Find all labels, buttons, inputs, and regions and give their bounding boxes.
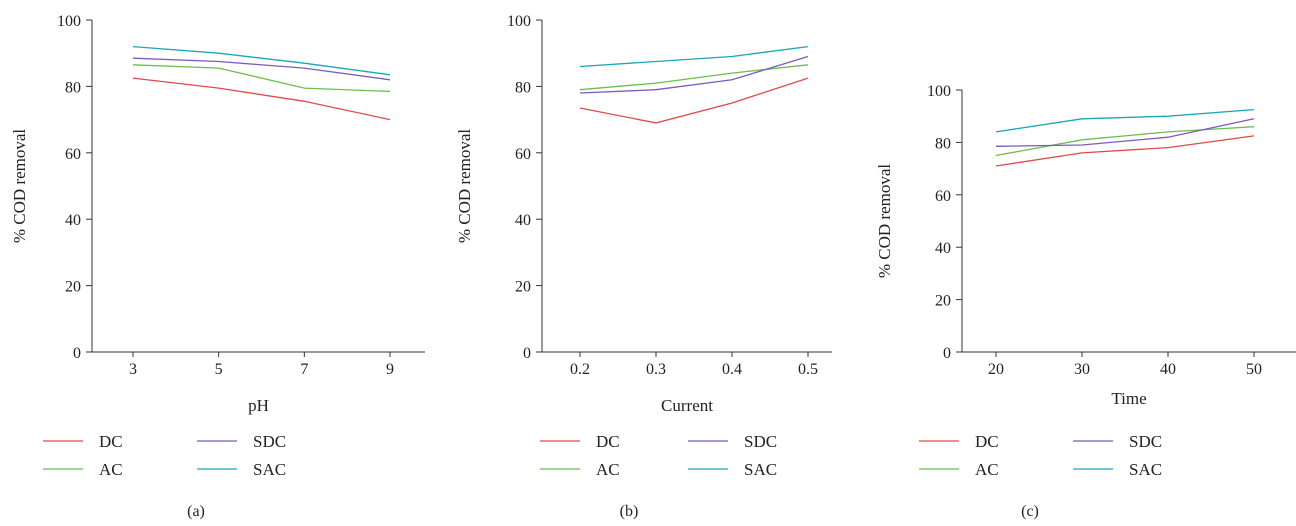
legend-label: AC (99, 460, 123, 479)
legend-label: SDC (744, 432, 777, 451)
legend-label: AC (596, 460, 620, 479)
series-line-dc (132, 77, 391, 121)
line-chart: 0 20 40 60 80 100 3 5 7 9 pH % COD removal DC AC SDC SA… (10, 13, 425, 520)
y-axis-label: % COD removal (10, 129, 29, 244)
legend-label: AC (975, 460, 999, 479)
legend-item-dc: DC (540, 432, 620, 451)
panel-caption: (a) (187, 503, 205, 520)
series-line-dc (995, 135, 1255, 167)
series-line-ac (132, 64, 391, 93)
legend-label: SDC (253, 432, 286, 451)
y-tick-label: 0 (523, 345, 531, 362)
x-tick-label: 30 (1074, 361, 1090, 378)
legend-item-sac: SAC (1073, 460, 1162, 479)
panel-caption: (c) (1021, 503, 1039, 520)
y-tick-label: 60 (935, 188, 951, 205)
y-tick-label: 100 (507, 13, 531, 30)
series-line-sac (132, 45, 391, 76)
legend-label: DC (99, 432, 123, 451)
y-tick-label: 80 (65, 79, 81, 96)
legend-label: SDC (1129, 432, 1162, 451)
series-line-ac (579, 64, 809, 91)
x-tick-label: 50 (1246, 361, 1262, 378)
series-line-ac (995, 126, 1255, 157)
legend-item-sac: SAC (197, 460, 286, 479)
y-tick-label: 20 (935, 293, 951, 310)
panel-caption: (b) (620, 503, 639, 520)
y-tick-label: 20 (65, 279, 81, 296)
y-axis-label: % COD removal (455, 129, 474, 244)
x-tick-label: 7 (300, 361, 308, 378)
x-axis-label: Current (661, 396, 713, 415)
x-tick-label: 3 (129, 361, 137, 378)
y-tick-label: 80 (935, 135, 951, 152)
legend-label: SAC (253, 460, 286, 479)
series-line-dc (579, 77, 809, 124)
chart-panel-c: 0 20 40 60 80 100 20 30 40 50 Time % COD removal DC A… (864, 0, 1296, 526)
legend-label: DC (596, 432, 620, 451)
y-tick-label: 80 (515, 79, 531, 96)
y-tick-label: 60 (515, 146, 531, 163)
legend-label: SAC (1129, 460, 1162, 479)
y-tick-label: 0 (943, 345, 951, 362)
y-tick-label: 0 (73, 345, 81, 362)
legend-item-ac: AC (540, 460, 620, 479)
chart-panel-b: 0 20 40 60 80 100 0.2 0.3 0.4 0.5 Current % COD rem… (432, 0, 864, 526)
line-chart: 0 20 40 60 80 100 20 30 40 50 Time % COD removal DC A… (875, 83, 1296, 520)
series-line-sdc (579, 55, 809, 94)
y-tick-label: 60 (65, 146, 81, 163)
legend-item-ac: AC (919, 460, 999, 479)
series-line-sdc (132, 57, 391, 81)
x-axis-label: Time (1111, 389, 1146, 408)
x-tick-label: 0.2 (570, 361, 590, 378)
legend-item-dc: DC (919, 432, 999, 451)
y-axis-label: % COD removal (875, 164, 894, 279)
x-tick-label: 0.5 (798, 361, 818, 378)
legend-item-sdc: SDC (1073, 432, 1162, 451)
x-tick-label: 40 (1160, 361, 1176, 378)
chart-panel-a: 0 20 40 60 80 100 3 5 7 9 pH % COD removal DC AC SDC SA… (0, 0, 432, 526)
x-tick-label: 5 (215, 361, 223, 378)
legend-label: DC (975, 432, 999, 451)
legend-item-sac: SAC (688, 460, 777, 479)
y-tick-label: 100 (57, 13, 81, 30)
legend-label: SAC (744, 460, 777, 479)
x-axis-label: pH (248, 396, 269, 415)
x-tick-label: 20 (988, 361, 1004, 378)
legend-item-sdc: SDC (688, 432, 777, 451)
y-tick-label: 40 (935, 240, 951, 257)
series-line-sac (579, 45, 809, 68)
y-tick-label: 40 (65, 212, 81, 229)
legend-item-ac: AC (43, 460, 123, 479)
legend-item-dc: DC (43, 432, 123, 451)
series-line-sdc (995, 118, 1255, 147)
x-tick-label: 0.4 (722, 361, 742, 378)
legend-item-sdc: SDC (197, 432, 286, 451)
y-tick-label: 100 (927, 83, 951, 100)
line-chart: 0 20 40 60 80 100 0.2 0.3 0.4 0.5 Current % COD rem… (455, 13, 832, 520)
series-line-sac (995, 108, 1255, 133)
x-tick-label: 9 (386, 361, 394, 378)
y-tick-label: 20 (515, 279, 531, 296)
y-tick-label: 40 (515, 212, 531, 229)
x-tick-label: 0.3 (646, 361, 666, 378)
